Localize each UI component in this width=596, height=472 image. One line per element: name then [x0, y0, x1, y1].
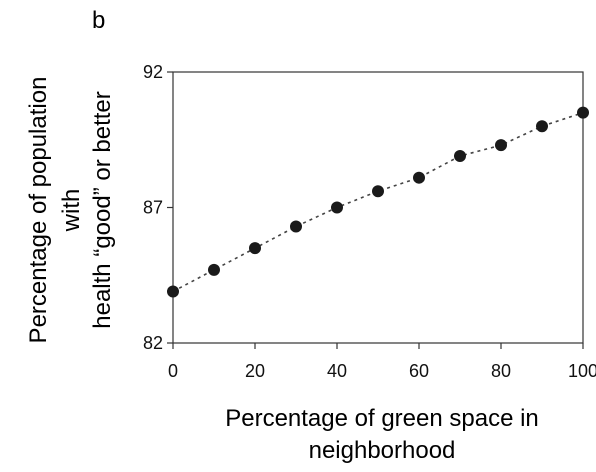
- x-tick-label: 60: [409, 361, 429, 381]
- y-tick-label: 92: [143, 62, 163, 82]
- panel-label: b: [92, 7, 105, 34]
- x-tick-label: 100: [568, 361, 596, 381]
- x-axis-title-line-1: Percentage of green space in: [225, 405, 539, 432]
- data-point: [454, 150, 466, 163]
- x-axis-title-line-2: neighborhood: [309, 437, 456, 464]
- x-axis-title: Percentage of green space in neighborhoo…: [225, 405, 539, 464]
- x-tick-label: 20: [245, 361, 265, 381]
- y-tick-label: 82: [143, 333, 163, 353]
- x-tick-label: 80: [491, 361, 511, 381]
- x-axis-ticks: 0 20 40 60 80 100: [168, 343, 596, 381]
- y-axis-title-line-1: Percentage of population: [25, 77, 52, 344]
- data-point: [249, 242, 261, 255]
- data-point: [536, 120, 548, 133]
- y-axis-title: Percentage of population with health “go…: [25, 77, 116, 344]
- data-point: [167, 285, 179, 298]
- data-point: [495, 139, 507, 152]
- data-points: [167, 106, 589, 298]
- data-point: [331, 201, 343, 214]
- x-tick-label: 0: [168, 361, 178, 381]
- data-point: [208, 263, 220, 276]
- data-point: [372, 185, 384, 198]
- trend-line: [172, 111, 584, 293]
- data-point: [290, 220, 302, 233]
- y-axis-ticks: 82 87 92: [143, 62, 173, 353]
- data-point: [413, 171, 425, 184]
- y-axis-title-line-2: with: [58, 189, 85, 233]
- x-tick-label: 40: [327, 361, 347, 381]
- y-axis-title-line-3: health “good” or better: [89, 91, 116, 328]
- plot-frame: [172, 71, 584, 344]
- data-point: [577, 106, 589, 119]
- y-tick-label: 87: [143, 198, 163, 218]
